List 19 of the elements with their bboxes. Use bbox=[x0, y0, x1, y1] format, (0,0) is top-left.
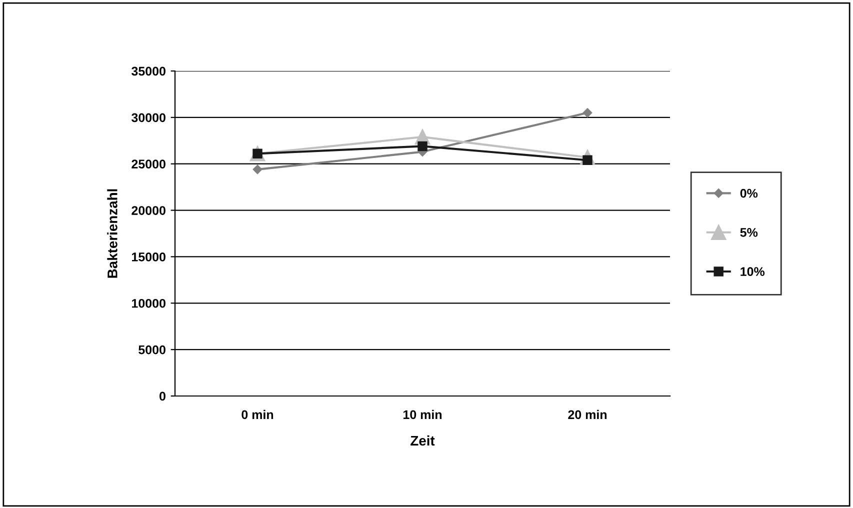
y-tick-label: 30000 bbox=[132, 113, 166, 122]
x-tick-label: 20 min bbox=[568, 410, 607, 420]
y-tick-label: 0 bbox=[160, 392, 166, 401]
point bbox=[582, 108, 592, 118]
y-tick-label: 35000 bbox=[132, 66, 166, 76]
point bbox=[418, 141, 428, 152]
x-tick-label: 0 min bbox=[242, 410, 274, 420]
legend-label: 10% bbox=[740, 267, 765, 276]
point bbox=[252, 164, 262, 174]
legend-label: 0% bbox=[740, 188, 758, 198]
x-axis-title: Zeit bbox=[410, 435, 435, 446]
y-tick-label: 15000 bbox=[132, 252, 166, 262]
y-tick-label: 10000 bbox=[132, 298, 166, 308]
y-tick-label: 25000 bbox=[132, 160, 166, 169]
y-tick-label: 5000 bbox=[138, 345, 166, 354]
x-tick-label: 10 min bbox=[403, 410, 442, 420]
y-tick-label: 20000 bbox=[132, 206, 166, 215]
legend-label: 5% bbox=[740, 228, 758, 237]
y-axis-title: Bakterienzahl bbox=[107, 189, 118, 278]
